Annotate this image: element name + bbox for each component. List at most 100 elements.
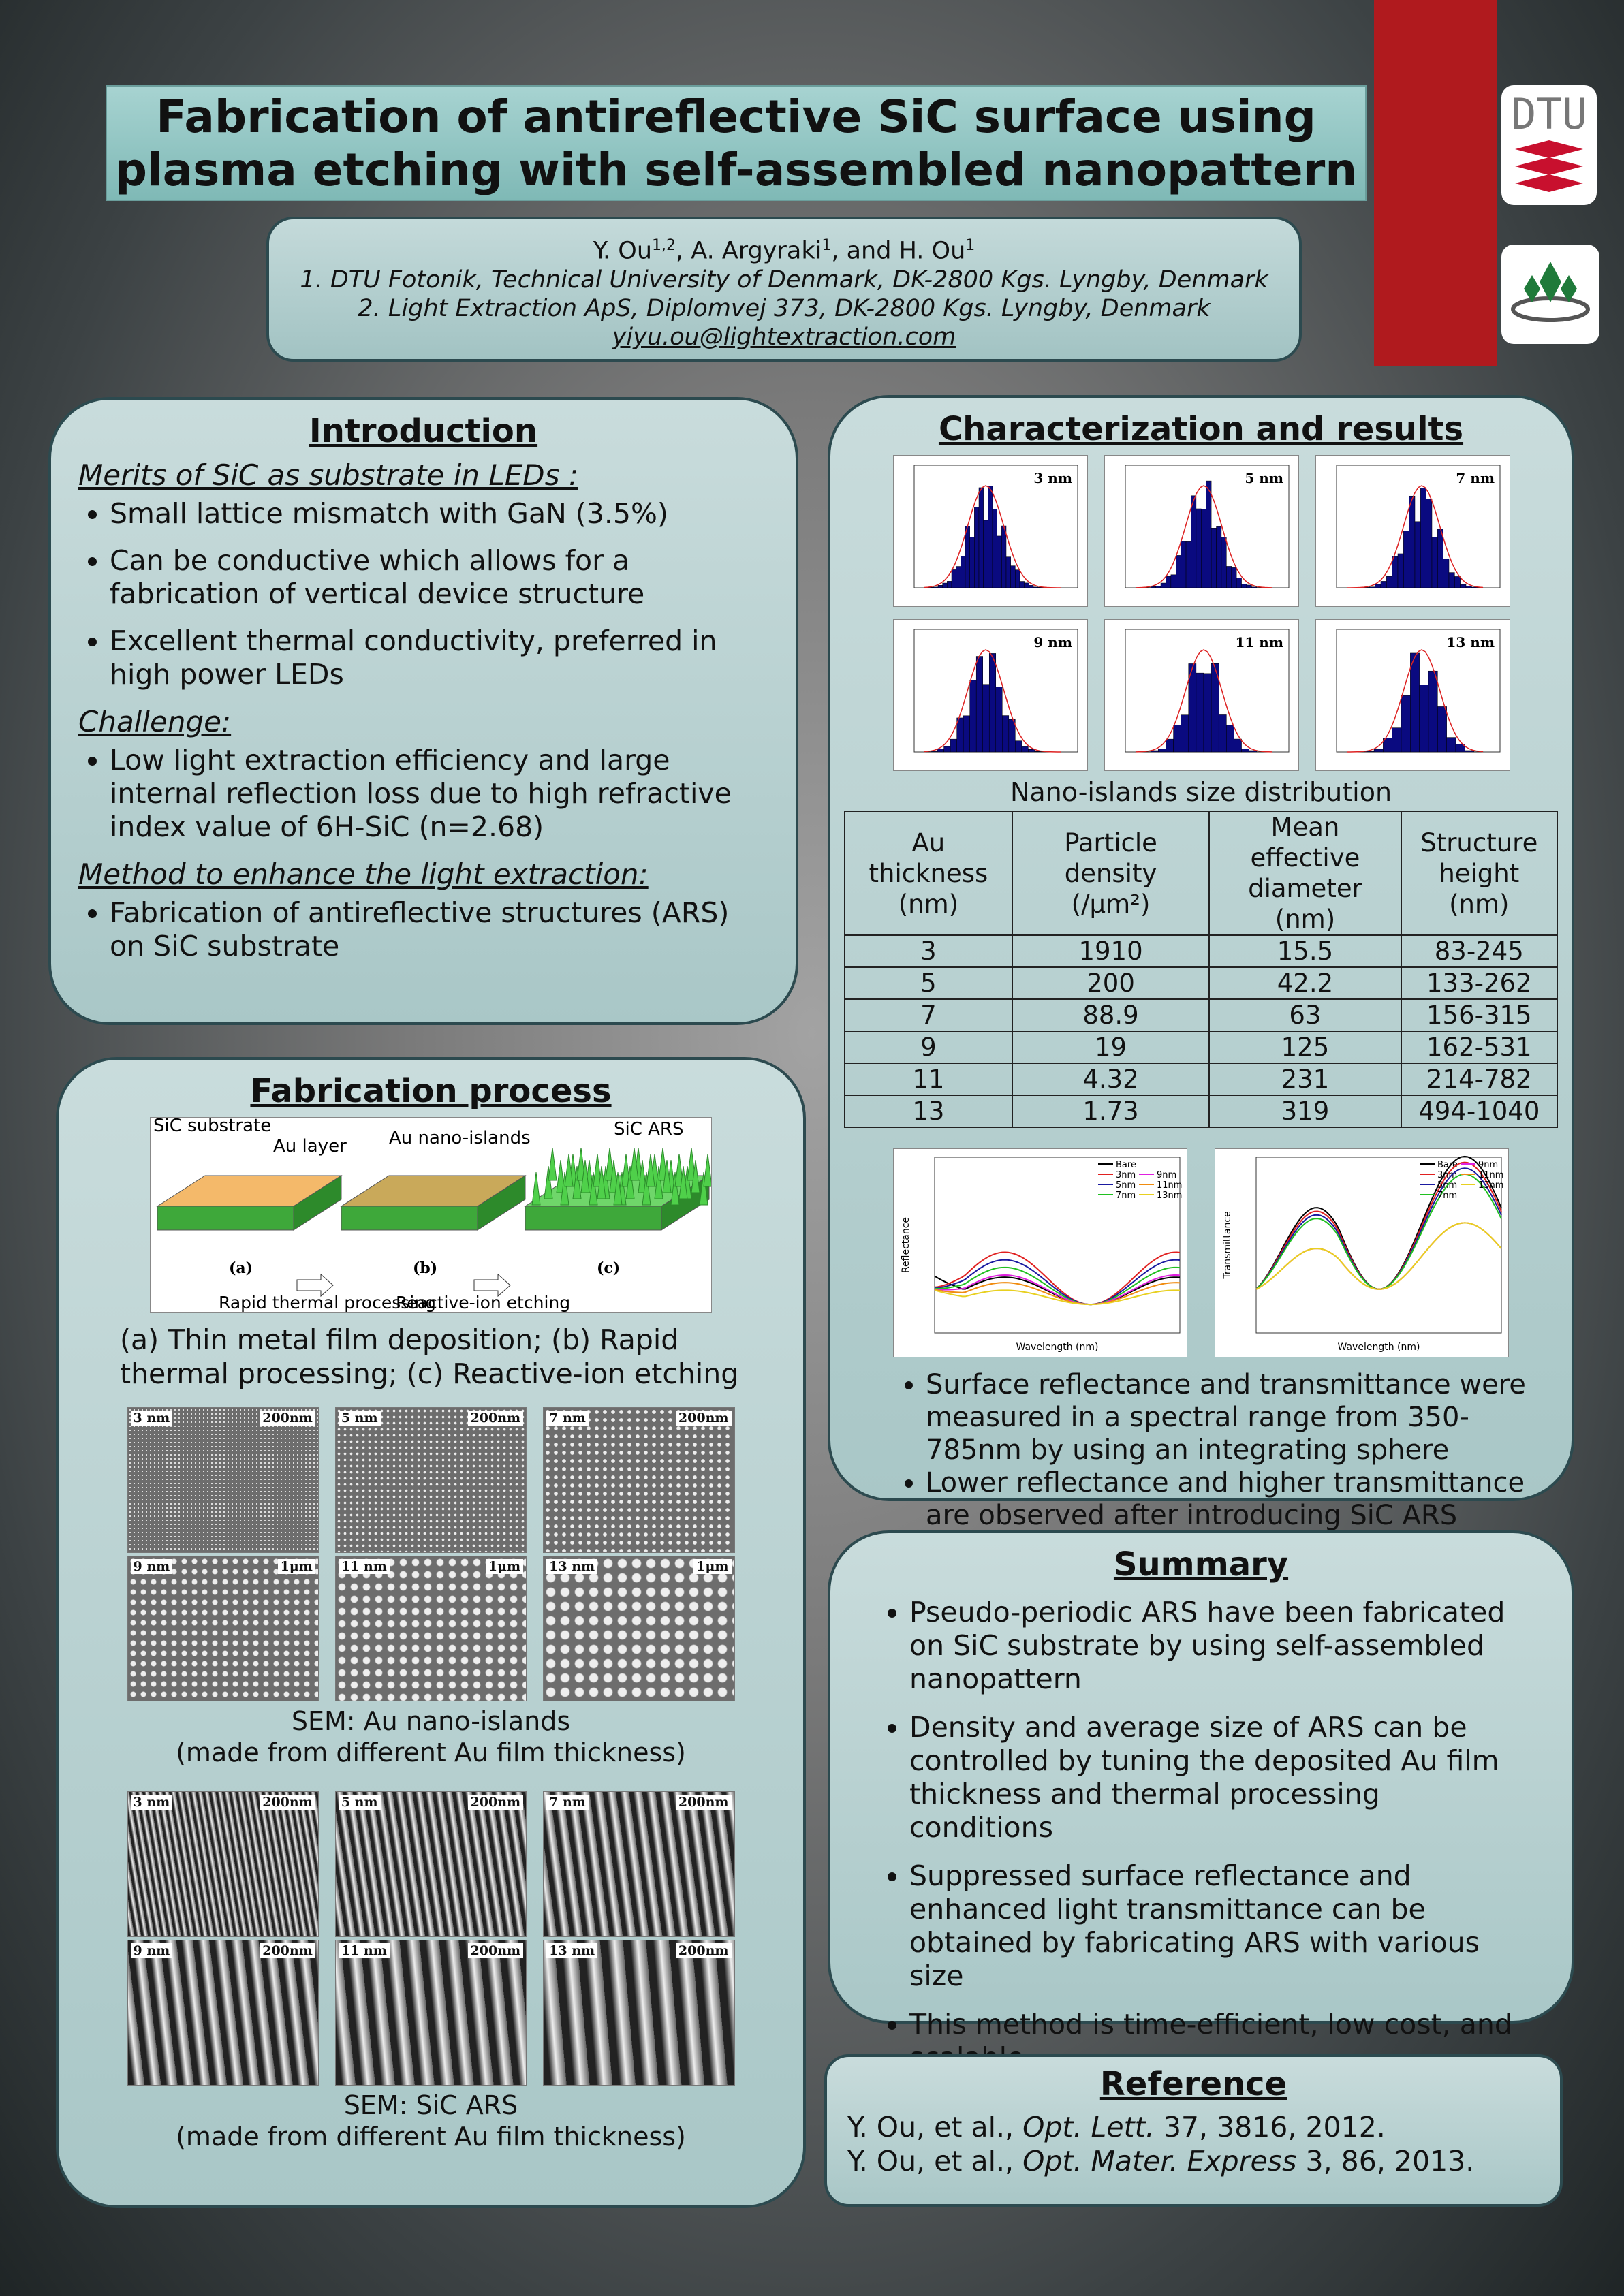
sem-image: 7 nm 200nm bbox=[543, 1407, 735, 1553]
histogram-bar bbox=[1015, 569, 1020, 588]
histogram-bar bbox=[978, 487, 984, 588]
spike bbox=[572, 1165, 582, 1199]
email[interactable]: yiyu.ou@lightextraction.com bbox=[612, 323, 956, 351]
histogram-bar bbox=[1465, 586, 1472, 588]
sem-scale: 200nm bbox=[260, 1795, 315, 1810]
histogram-bar bbox=[965, 526, 970, 588]
histogram-bar bbox=[1465, 750, 1474, 753]
histogram-bar bbox=[1431, 537, 1438, 588]
table-cell: 133-262 bbox=[1400, 966, 1559, 1000]
header-cell: Structure height (nm) bbox=[1400, 811, 1559, 936]
spike bbox=[609, 1159, 619, 1193]
schematic-label: Au nano-islands bbox=[389, 1128, 531, 1148]
author-affiliation: 1,2 bbox=[652, 237, 676, 254]
caption-line: SEM: Au nano-islands bbox=[291, 1706, 571, 1736]
schematic-label: Au layer bbox=[273, 1136, 347, 1157]
table-header: Au thickness (nm) Particle density (/μm²) Me… bbox=[844, 811, 1559, 936]
histogram-bar bbox=[1401, 695, 1411, 753]
bullet-list: Fabrication of antireflective structures… bbox=[78, 896, 768, 963]
histogram: 13 nm bbox=[1315, 619, 1510, 771]
table-cell: 319 bbox=[1208, 1095, 1402, 1128]
sem-thickness: 11 nm bbox=[338, 1559, 390, 1574]
histogram-plot: 3 nm bbox=[914, 465, 1078, 588]
table-cell: 231 bbox=[1208, 1063, 1402, 1096]
table-cell: 162-531 bbox=[1400, 1031, 1559, 1064]
schematic: (a) (b) (c) SiC substrate Au layer Au nano-is… bbox=[150, 1116, 725, 1313]
spike bbox=[670, 1171, 680, 1206]
heading: Fabrication process bbox=[250, 1072, 612, 1110]
sem-thickness: 13 nm bbox=[546, 1943, 598, 1958]
histogram-bar bbox=[1008, 719, 1016, 753]
arrow bbox=[296, 1273, 334, 1298]
header-line: Structure bbox=[1420, 828, 1538, 858]
header-cell: Particle density (/μm²) bbox=[1011, 811, 1211, 936]
histogram-bar bbox=[1216, 526, 1222, 588]
sem-scale: 1μm bbox=[485, 1559, 524, 1574]
table-cell: 13 bbox=[844, 1095, 1013, 1128]
histogram-bar bbox=[1211, 528, 1217, 588]
histogram-bar bbox=[1015, 740, 1022, 753]
histogram-bar bbox=[1392, 556, 1399, 588]
legend-label: 11nm bbox=[1157, 1180, 1182, 1191]
sem-image: 3 nm 200nm bbox=[127, 1791, 319, 1937]
title-box: Fabrication of antireflective SiC surfac… bbox=[106, 85, 1367, 201]
histogram-bar bbox=[1471, 586, 1478, 588]
histogram-bar bbox=[951, 569, 956, 588]
sem-image: 9 nm 1μm bbox=[127, 1556, 319, 1701]
summary-panel: Summary Pseudo-periodic ARS have been fab… bbox=[828, 1530, 1574, 2074]
spike bbox=[597, 1165, 606, 1199]
heading: Characterization and results bbox=[938, 410, 1464, 448]
legend-label: Bare bbox=[1437, 1160, 1458, 1170]
histogram-bar bbox=[1446, 737, 1456, 753]
histogram-bar bbox=[1005, 556, 1011, 588]
histogram-plot: 5 nm bbox=[1125, 465, 1290, 588]
table-cell: 5 bbox=[844, 966, 1013, 1000]
histogram-plot: 11 nm bbox=[1125, 629, 1290, 753]
spike bbox=[621, 1153, 631, 1187]
plot-frame bbox=[1255, 1157, 1502, 1334]
reference-item: Y. Ou, et al., Opt. Mater. Express 3, 86… bbox=[847, 2144, 1540, 2178]
spike bbox=[642, 1171, 651, 1206]
table-cell: 11 bbox=[844, 1063, 1013, 1096]
block-side bbox=[477, 1175, 526, 1231]
sem-thickness: 13 nm bbox=[546, 1559, 598, 1574]
header-line: (nm) bbox=[898, 889, 959, 919]
header-line: (/μm²) bbox=[1071, 889, 1151, 919]
spike bbox=[605, 1147, 614, 1181]
histogram-bar bbox=[931, 751, 938, 753]
histogram-bar bbox=[1410, 652, 1420, 753]
author-name: A. Argyraki bbox=[691, 237, 822, 265]
spike bbox=[691, 1159, 700, 1193]
spectrum-chart: Bare 3nm 5nm 7nm 9nm 11nm 13nm Wavelength (nm) R… bbox=[893, 1148, 1187, 1357]
table-cell: 7 bbox=[844, 998, 1013, 1032]
histogram-label: 9 nm bbox=[1033, 634, 1072, 650]
results-panel: Characterization and results 3 nm 5 nm 7 nm… bbox=[828, 395, 1574, 1531]
histogram-bar bbox=[1166, 576, 1172, 588]
histogram-bar bbox=[1019, 581, 1025, 588]
table-row: 13 1.73 319 494-1040 bbox=[844, 1095, 1559, 1128]
author-name: Y. Ou bbox=[593, 237, 653, 265]
bullet: Surface reflectance and transmittance we… bbox=[926, 1368, 1544, 1466]
reference-journal: Opt. Mater. Express bbox=[1022, 2145, 1297, 2177]
red-bar bbox=[1374, 0, 1497, 366]
spike bbox=[576, 1147, 586, 1181]
histogram-bar bbox=[1024, 582, 1029, 588]
histogram-bar bbox=[1241, 749, 1249, 753]
histogram-bar bbox=[988, 653, 997, 753]
histogram-bar bbox=[992, 509, 997, 588]
table-cell: 19 bbox=[1011, 1031, 1211, 1064]
histogram-bar bbox=[1155, 586, 1161, 588]
histogram-bar bbox=[1226, 566, 1232, 588]
histogram-bar bbox=[1380, 581, 1387, 588]
spectrum-curve bbox=[934, 1282, 1181, 1306]
histogram-bar bbox=[1234, 738, 1242, 753]
histogram-bar bbox=[997, 535, 1002, 588]
spike bbox=[638, 1159, 647, 1193]
schematic-caption: (a) Thin metal film deposition; (b) Rapi… bbox=[120, 1323, 739, 1390]
header-cell: Au thickness (nm) bbox=[844, 811, 1013, 936]
table-cell: 125 bbox=[1208, 1031, 1402, 1064]
histogram-bar bbox=[1251, 586, 1258, 588]
table-row: 9 19 125 162-531 bbox=[844, 1031, 1559, 1064]
sem-scale: 200nm bbox=[675, 1411, 732, 1426]
